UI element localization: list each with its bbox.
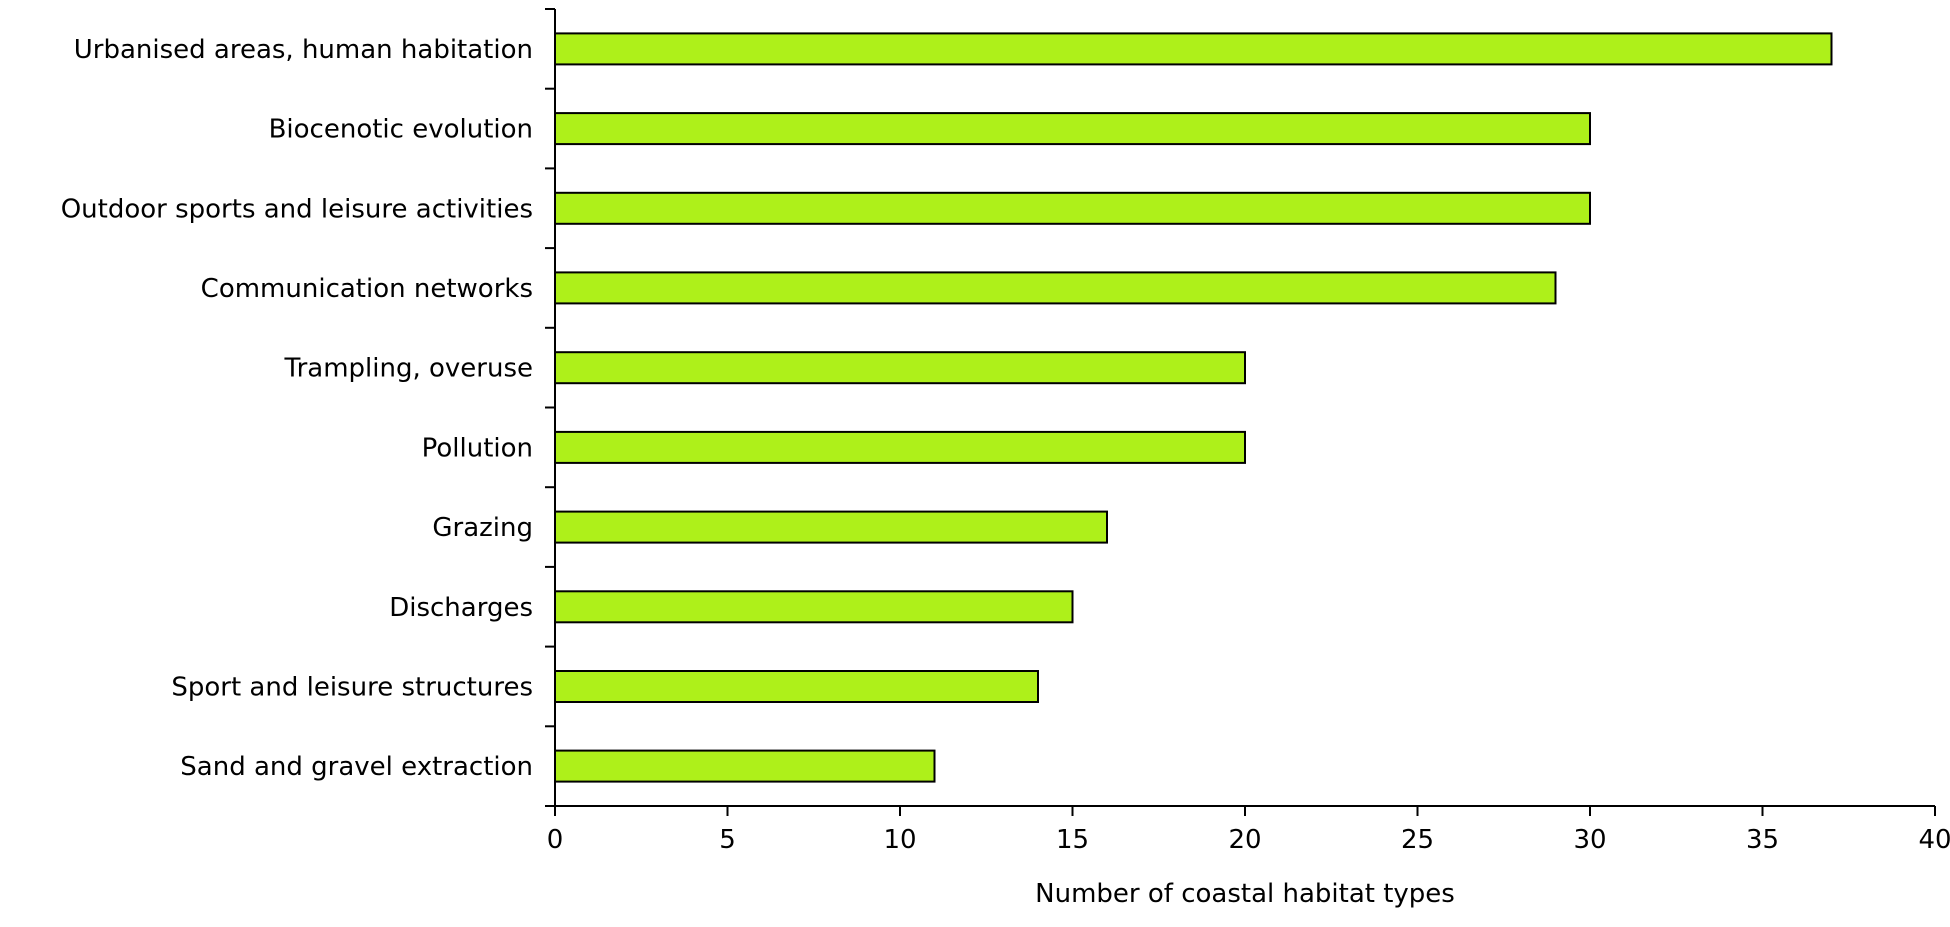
category-label: Outdoor sports and leisure activities [61, 194, 533, 224]
x-tick-label: 15 [1056, 825, 1089, 855]
x-axis-title: Number of coastal habitat types [1035, 879, 1455, 909]
x-tick-label: 40 [1918, 825, 1950, 855]
bar [554, 670, 1039, 703]
x-tick-label: 35 [1746, 825, 1779, 855]
x-tick-label: 10 [883, 825, 916, 855]
bar [554, 191, 1591, 225]
category-label: Pollution [422, 433, 533, 463]
x-tick-label: 5 [719, 825, 736, 855]
bar [554, 430, 1246, 464]
category-label: Discharges [389, 593, 533, 623]
bar [554, 112, 1591, 146]
category-label: Biocenotic evolution [269, 115, 533, 145]
category-label: Urbanised areas, human habitation [74, 35, 533, 65]
bar [554, 351, 1246, 385]
bar [554, 32, 1833, 66]
category-label: Grazing [432, 513, 533, 543]
category-label: Sand and gravel extraction [180, 752, 533, 782]
bar [554, 271, 1557, 305]
category-label: Sport and leisure structures [171, 673, 533, 703]
x-tick-label: 25 [1401, 825, 1434, 855]
category-label: Communication networks [201, 274, 533, 304]
ticks-layer: 0 5 10 15 20 25 30 35 40 [545, 8, 1950, 855]
x-tick-label: 0 [547, 825, 564, 855]
x-tick-label: 20 [1228, 825, 1261, 855]
category-label: Trampling, overuse [284, 354, 533, 384]
bars-layer [554, 32, 1833, 783]
bar [554, 749, 936, 783]
bar [554, 590, 1074, 624]
category-labels: Urbanised areas, human habitation Bioceno… [61, 35, 533, 782]
bar [554, 510, 1108, 544]
x-tick-label: 30 [1573, 825, 1606, 855]
